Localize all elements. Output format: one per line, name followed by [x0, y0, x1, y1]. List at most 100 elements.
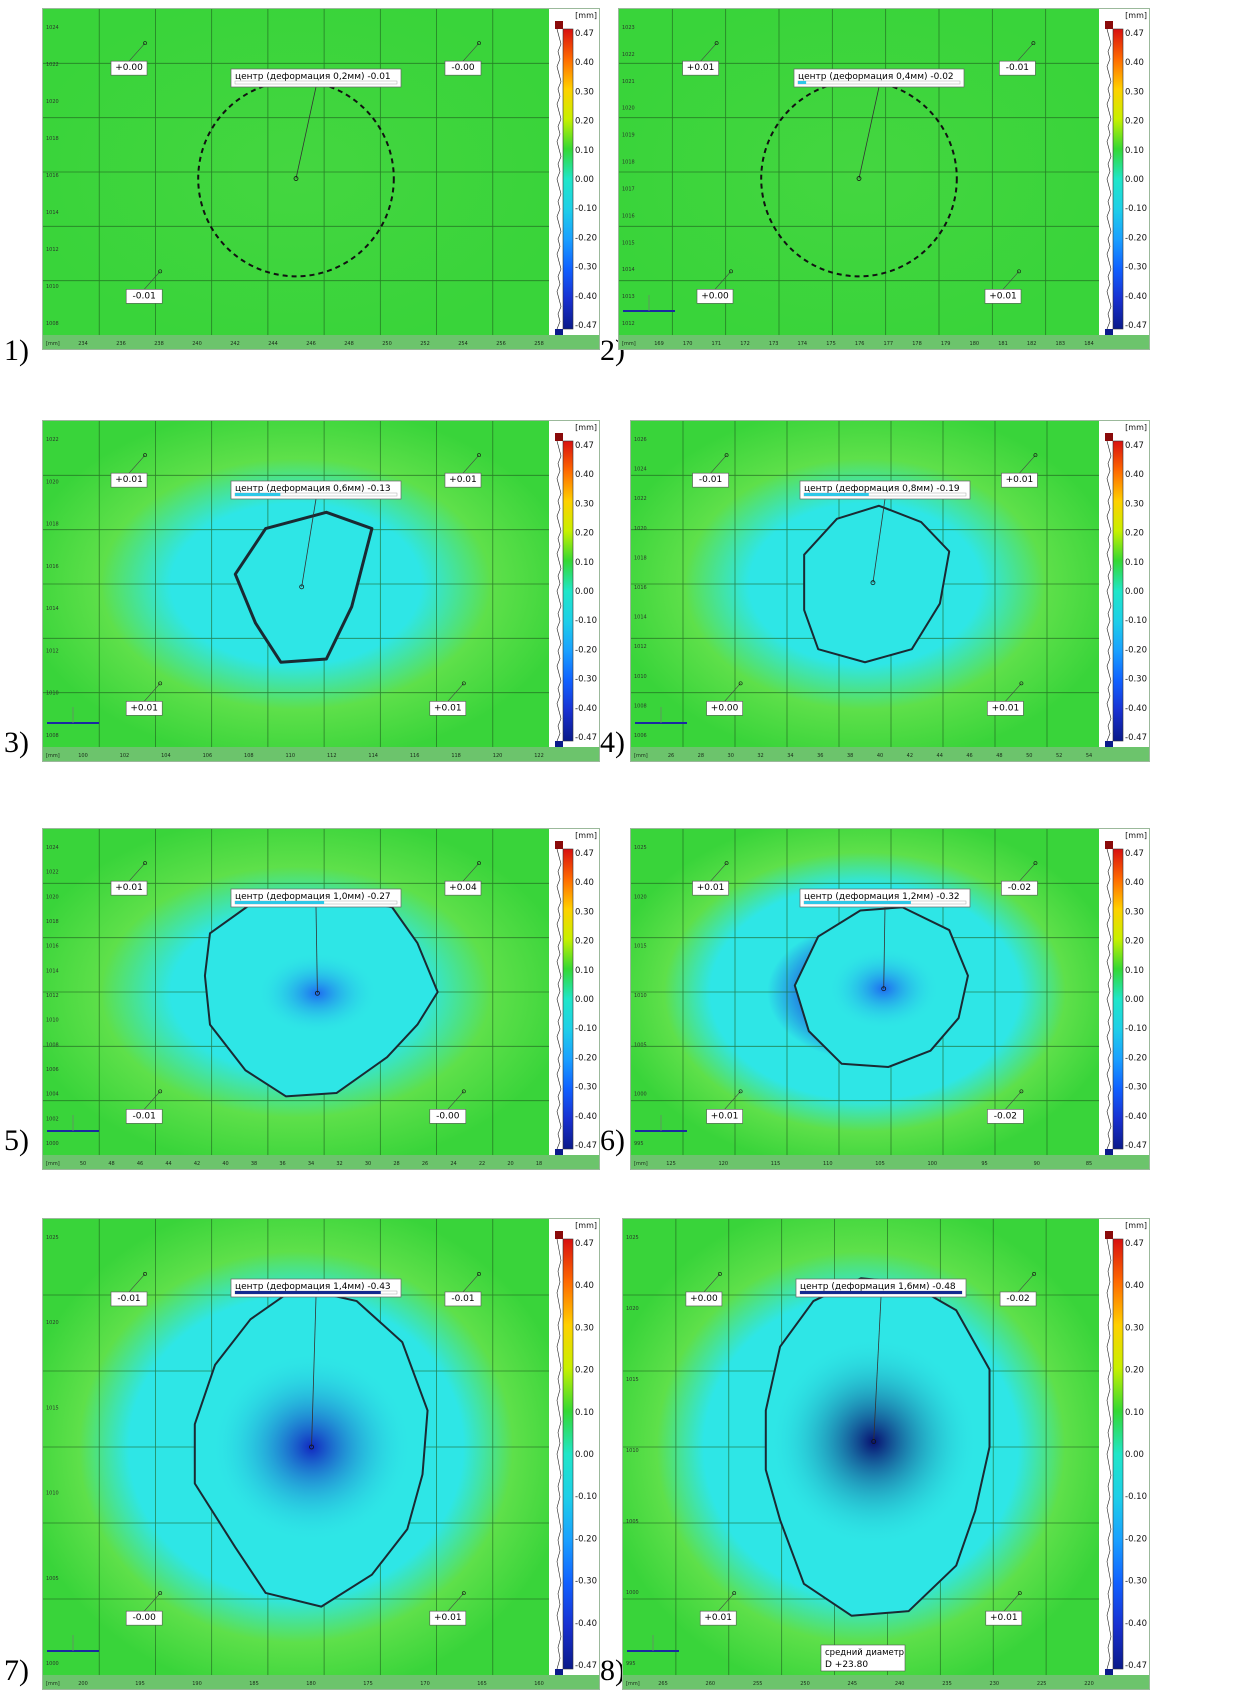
point-marker[interactable]	[714, 41, 719, 46]
point-marker[interactable]	[718, 1272, 722, 1276]
point-label-box[interactable]: +0.01	[429, 1610, 467, 1626]
point-marker[interactable]	[143, 453, 147, 458]
point-marker[interactable]	[1017, 1591, 1022, 1596]
center-label-box[interactable]: центр (деформация 0,4мм) -0.02	[793, 68, 965, 88]
point-label-box[interactable]: +0.01	[682, 60, 719, 76]
point-label-box[interactable]: -0.01	[110, 1291, 148, 1307]
point-label-bg	[999, 1291, 1037, 1307]
average-diameter-box[interactable]: средний диаметр D +23.80	[820, 1644, 906, 1672]
point-label-box[interactable]: +0.01	[110, 880, 148, 896]
deformation-map-panel-7[interactable]: 1025 1020 1015 1010 1005 1000 [mm] 200 195 190 185…	[42, 1218, 600, 1690]
center-point-marker[interactable]	[881, 986, 887, 992]
center-label-box[interactable]: центр (деформация 1,2мм) -0.32	[799, 888, 971, 908]
point-marker[interactable]	[477, 1272, 481, 1276]
x-tick-label: 30	[728, 753, 734, 759]
point-label-box[interactable]: +0.01	[984, 289, 1022, 304]
point-marker[interactable]	[724, 453, 729, 458]
point-label-box[interactable]: +0.01	[110, 472, 148, 488]
y-tick-label: 1020	[634, 894, 647, 900]
point-marker[interactable]	[1032, 1272, 1036, 1276]
point-label-box[interactable]: -0.00	[429, 1109, 467, 1124]
point-marker[interactable]	[158, 681, 163, 686]
point-marker[interactable]	[1033, 453, 1038, 458]
point-label-value: -0.01	[133, 1111, 156, 1121]
point-label-box[interactable]: +0.01	[987, 701, 1024, 716]
point-marker[interactable]	[1033, 861, 1038, 866]
point-marker[interactable]	[461, 1591, 466, 1596]
deformation-map-panel-1[interactable]: 1024 1022 1020 1018 1016 1014 1012 1010 1008 [mm]…	[42, 8, 600, 350]
deformation-map-panel-4[interactable]: 1026 1024 1022 1020 1018 1016 1014 1012 1010 1008…	[630, 420, 1150, 762]
colour-scale-tick: 0.30	[1125, 499, 1144, 509]
point-marker[interactable]	[1031, 41, 1036, 46]
point-label-box[interactable]: +0.01	[1001, 472, 1038, 488]
point-marker[interactable]	[158, 269, 163, 274]
center-point-marker[interactable]	[309, 1444, 314, 1450]
point-marker[interactable]	[724, 861, 729, 866]
point-marker[interactable]	[461, 681, 466, 686]
point-label-box[interactable]: +0.04	[444, 880, 482, 896]
point-label-box[interactable]: -0.01	[692, 472, 729, 488]
x-axis-unit-label: [mm]	[46, 1161, 60, 1167]
point-marker[interactable]	[477, 453, 481, 458]
point-label-box[interactable]: +0.00	[706, 701, 743, 716]
point-label-box[interactable]: +0.01	[699, 1610, 737, 1626]
x-tick-label: 180	[306, 1681, 316, 1687]
point-label-box[interactable]: +0.01	[706, 1109, 743, 1124]
point-label-box[interactable]: -0.00	[125, 1610, 163, 1626]
deformation-map-panel-6[interactable]: 1025 1020 1015 1010 1005 1000 995 [mm] 125 120 115…	[630, 828, 1150, 1170]
point-marker[interactable]	[732, 1591, 737, 1596]
point-label-box[interactable]: +0.01	[125, 701, 163, 716]
center-point-marker[interactable]	[299, 584, 305, 590]
x-tick-label: 185	[249, 1681, 259, 1687]
center-point-marker[interactable]	[856, 176, 862, 181]
deformation-map-panel-8[interactable]: 1025 1020 1015 1010 1005 1000 995 [mm] 265 260 255…	[622, 1218, 1150, 1690]
center-label-box[interactable]: центр (деформация 1,6мм) -0.48	[795, 1278, 967, 1298]
point-label-box[interactable]: +0.01	[444, 472, 482, 488]
point-label-box[interactable]: +0.00	[685, 1291, 723, 1307]
deformation-map-panel-3[interactable]: 1022 1020 1018 1016 1014 1012 1010 1008 [mm] 100 1…	[42, 420, 600, 762]
point-label-box[interactable]: +0.01	[429, 701, 467, 716]
point-label-box[interactable]: -0.02	[987, 1109, 1024, 1124]
colour-scale-tick: 0.47	[1125, 849, 1144, 859]
point-label-box[interactable]: -0.01	[125, 289, 163, 304]
point-marker[interactable]	[1017, 269, 1021, 274]
point-marker[interactable]	[738, 681, 743, 686]
point-marker[interactable]	[461, 1089, 466, 1094]
point-marker[interactable]	[738, 1089, 743, 1094]
center-point-marker[interactable]	[871, 1439, 877, 1444]
center-point-marker[interactable]	[293, 176, 299, 181]
point-label-box[interactable]: -0.02	[1001, 880, 1038, 896]
point-marker[interactable]	[477, 861, 481, 866]
point-label-box[interactable]: -0.01	[444, 1291, 482, 1307]
point-label-box[interactable]: +0.01	[692, 880, 729, 896]
point-label-box[interactable]: -0.01	[999, 60, 1036, 76]
point-marker[interactable]	[143, 41, 147, 46]
deformation-map-panel-5[interactable]: 1024 1022 1020 1018 1016 1014 1012 1010 1008 1006…	[42, 828, 600, 1170]
point-marker[interactable]	[143, 1272, 147, 1276]
center-label-box[interactable]: центр (деформация 1,4мм) -0.43	[230, 1278, 402, 1298]
point-label-box[interactable]: +0.00	[110, 60, 148, 76]
center-label-box[interactable]: центр (деформация 0,6мм) -0.13	[230, 480, 402, 500]
point-marker[interactable]	[1019, 1089, 1024, 1094]
point-marker[interactable]	[729, 269, 733, 274]
center-label-box[interactable]: центр (деформация 0,2мм) -0.01	[230, 68, 402, 88]
y-tick-label: 1020	[46, 479, 59, 485]
point-label-box[interactable]: +0.01	[985, 1610, 1023, 1626]
point-marker[interactable]	[158, 1591, 163, 1596]
point-marker[interactable]	[477, 41, 481, 46]
point-label-bg	[985, 1610, 1023, 1626]
point-label-box[interactable]: +0.00	[696, 289, 734, 304]
center-label-box[interactable]: центр (деформация 0,8мм) -0.19	[799, 480, 971, 500]
point-label-box[interactable]: -0.00	[444, 60, 482, 76]
center-label-box[interactable]: центр (деформация 1,0мм) -0.27	[230, 888, 402, 908]
center-point-marker[interactable]	[870, 580, 876, 586]
point-marker[interactable]	[1019, 681, 1024, 686]
point-label-value: -0.01	[117, 1294, 140, 1304]
colour-scale-histogram	[1106, 848, 1112, 1150]
point-label-box[interactable]: -0.01	[125, 1109, 163, 1124]
point-marker[interactable]	[158, 1089, 163, 1094]
point-label-box[interactable]: -0.02	[999, 1291, 1037, 1307]
point-marker[interactable]	[143, 861, 147, 866]
center-point-marker[interactable]	[315, 990, 320, 996]
deformation-map-panel-2[interactable]: 1023 1022 1021 1020 1019 1018 1017 1016 1015 1014…	[618, 8, 1150, 350]
